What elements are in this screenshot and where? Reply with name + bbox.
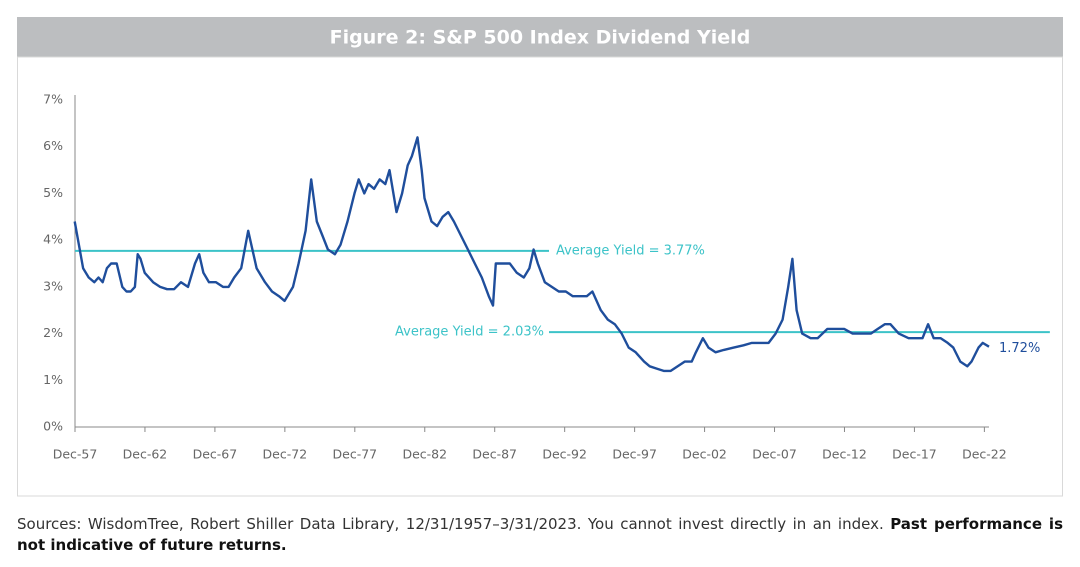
x-tick-label: Dec-92 [542,447,587,462]
footer: Sources: WisdomTree, Robert Shiller Data… [17,514,1063,556]
y-tick-label: 4% [43,232,63,247]
x-tick-label: Dec-17 [892,447,937,462]
reference-label: Average Yield = 3.77% [556,243,705,258]
x-tick-label: Dec-97 [612,447,657,462]
reference-label: Average Yield = 2.03% [395,325,544,340]
x-tick-label: Dec-77 [333,447,378,462]
x-tick-label: Dec-07 [752,447,797,462]
x-tick-label: Dec-82 [402,447,447,462]
end-label: 1.72% [999,341,1040,356]
y-tick-label: 5% [43,185,63,200]
y-tick-label: 7% [43,92,63,107]
title-bar [17,17,1063,57]
x-tick-label: Dec-72 [263,447,308,462]
source-note: Sources: WisdomTree, Robert Shiller Data… [17,515,884,533]
chart: Figure 2: S&P 500 Index Dividend Yield 0… [17,17,1063,497]
disclaimer: Past performance is not indicative of fu… [17,515,1064,554]
x-tick-label: Dec-67 [193,447,238,462]
chart-frame [17,56,1063,497]
y-tick-label: 2% [43,325,63,340]
x-tick-label: Dec-57 [53,447,98,462]
x-tick-label: Dec-22 [962,447,1007,462]
chart-title: Figure 2: S&P 500 Index Dividend Yield [330,27,751,49]
y-tick-label: 3% [43,278,63,293]
y-tick-label: 6% [43,138,63,153]
x-tick-label: Dec-62 [123,447,168,462]
line [73,136,990,373]
x-tick-label: Dec-87 [472,447,517,462]
y-tick-label: 0% [43,419,63,434]
x-tick-label: Dec-02 [682,447,727,462]
y-tick-label: 1% [43,372,63,387]
x-tick-label: Dec-12 [822,447,867,462]
